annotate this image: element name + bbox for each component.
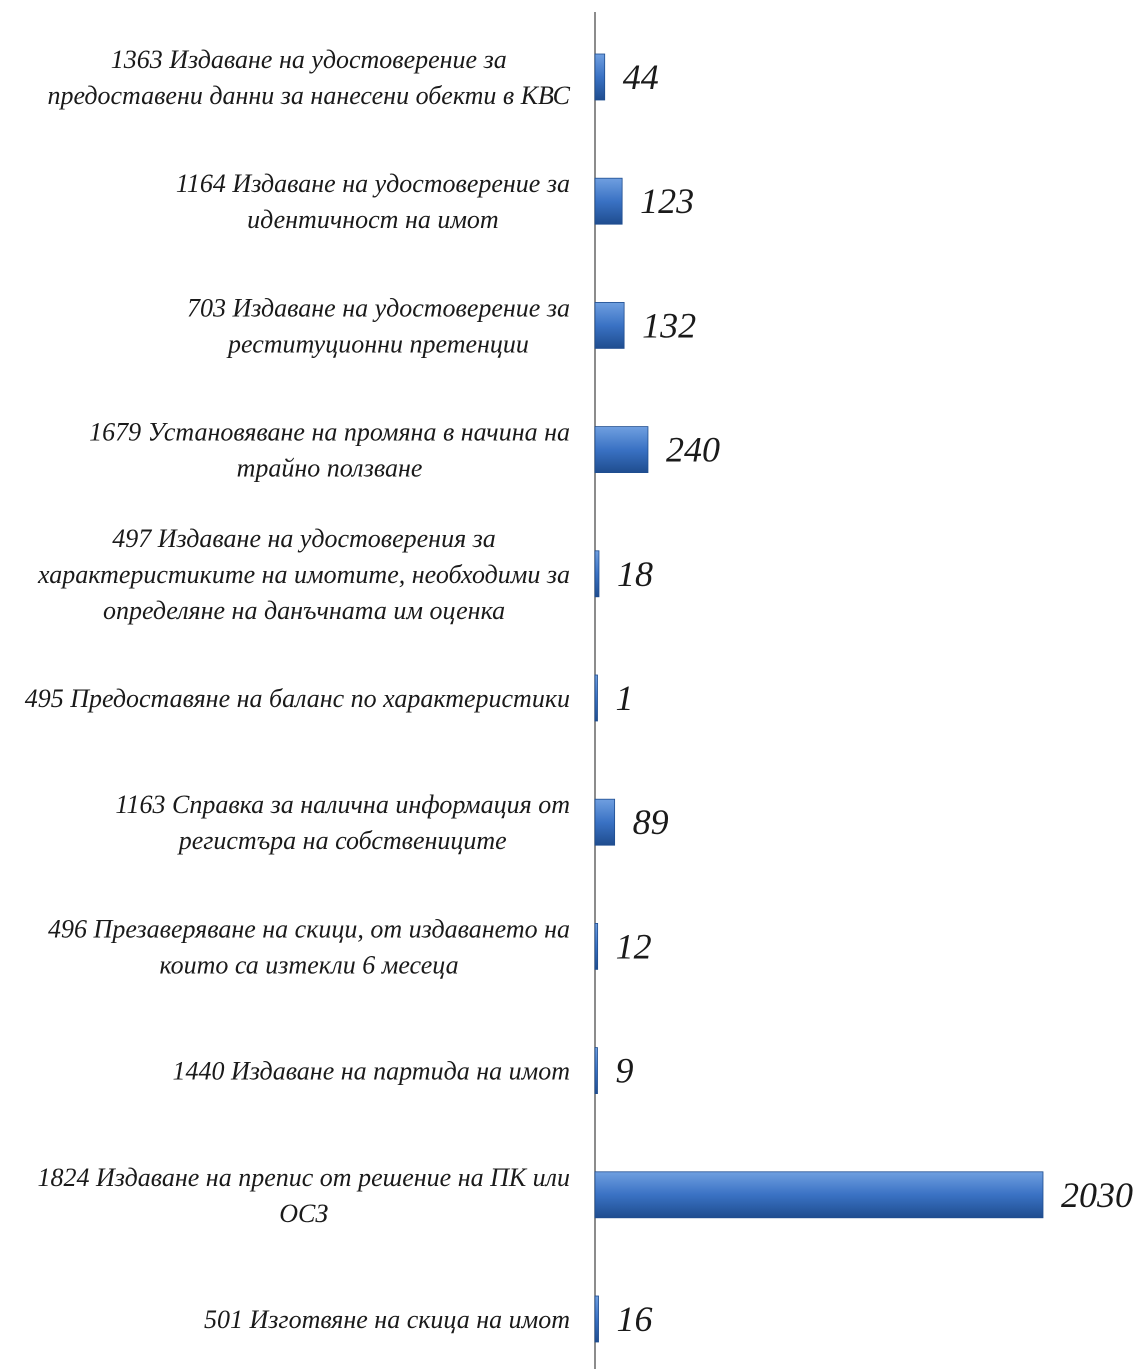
category-label: 501 Изготвяне на скица на имот [204,1305,570,1334]
category-labels: 1363 Издаване на удостоверение за предост… [25,45,571,1334]
category-label-line: 1164 Издаване на удостоверение за [176,169,570,198]
category-label-line: 703 Издаване на удостоверение за [187,293,570,322]
category-label-line: 1363 Издаване на удостоверение за [111,45,507,74]
bar [594,426,649,474]
bar [594,1047,598,1094]
category-label: 1679 Установяване на промяна в начина на… [89,418,570,483]
category-label-line: 501 Изготвяне на скица на имот [204,1305,570,1334]
category-label: 495 Предоставяне на баланс по характерис… [25,684,570,713]
bar [594,674,598,722]
category-label: 703 Издаване на удостоверение за реституц… [187,293,570,358]
bar [594,177,623,225]
category-label-line: 1440 Издаване на партида на имот [172,1057,570,1086]
category-label-line: определяне на данъчната им оценка [103,596,505,625]
category-label-line: регистъра на собствениците [177,826,507,855]
value-label: 240 [666,430,720,470]
bar [594,53,606,101]
value-label: 89 [633,802,669,842]
category-label-line: 497 Издаване на удостоверения за [112,524,496,553]
category-label-line: 496 Презаверяване на скици, от издаванет… [48,914,570,943]
category-label: 1824 Издаване на препис от решение на ПК… [38,1163,570,1228]
value-label: 132 [642,305,696,345]
category-label: 1363 Издаване на удостоверение за предост… [47,45,570,110]
category-label-line: 495 Предоставяне на баланс по характерис… [25,684,570,713]
category-label-line: трайно ползване [237,454,423,483]
value-label: 123 [640,181,694,221]
category-label-line: реституционни претенции [226,329,529,358]
bar [594,798,616,846]
category-label: 497 Издаване на удостоверения за характер… [37,524,570,625]
value-label: 12 [616,926,652,966]
category-label-line: 1679 Установяване на промяна в начина на [89,418,570,447]
value-label: 18 [617,554,653,594]
category-label-line: 1824 Издаване на препис от решение на ПК… [38,1163,570,1192]
category-label: 1163 Справка за налична информация от рег… [115,790,570,855]
category-label: 1440 Издаване на партида на имот [172,1057,570,1086]
category-label-line: ОСЗ [279,1199,328,1228]
bar [594,1171,1044,1219]
bar [594,301,625,349]
bar [594,550,600,598]
category-label-line: които са изтекли 6 месеца [159,950,458,979]
value-label: 16 [617,1299,653,1339]
bar [594,1295,599,1343]
value-label: 44 [623,57,659,97]
category-label-line: идентичност на имот [247,205,499,234]
category-label-line: характеристиките на имотите, необходими … [37,560,570,589]
bar [594,923,599,970]
category-label: 1164 Издаване на удостоверение за идентич… [176,169,570,234]
category-label-line: предоставени данни за нанесени обекти в … [47,81,570,110]
value-label: 2030 [1061,1175,1133,1215]
value-label: 1 [616,678,634,718]
value-labels: 44 123 132 240 18 1 89 12 9 2030 16 [616,57,1133,1339]
category-label-line: 1163 Справка за налична информация от [115,790,570,819]
bars [594,53,1044,1343]
category-label: 496 Презаверяване на скици, от издаванет… [48,914,570,979]
value-label: 9 [616,1051,634,1091]
